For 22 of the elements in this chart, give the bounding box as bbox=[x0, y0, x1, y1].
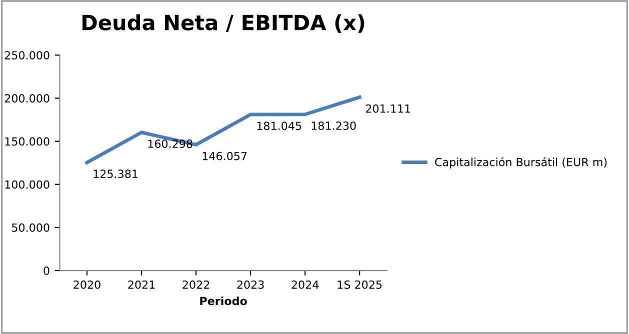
y-tick-label: 50.000 bbox=[12, 223, 50, 232]
data-label: 181.230 bbox=[312, 122, 356, 130]
data-label: 146.057 bbox=[202, 152, 247, 160]
x-axis-title: Periodo bbox=[200, 296, 247, 306]
x-tick-label: 2021 bbox=[128, 280, 155, 289]
y-tick-label: 200.000 bbox=[4, 94, 50, 103]
x-tick-label: 2023 bbox=[237, 280, 264, 289]
x-tick-label: 2022 bbox=[182, 280, 210, 289]
data-label: 125.381 bbox=[94, 170, 138, 178]
y-tick-label: 150.000 bbox=[5, 137, 50, 146]
x-tick-label: 1S 2025 bbox=[338, 280, 382, 289]
y-tick-label: 100.000 bbox=[5, 180, 50, 189]
data-label: 201.111 bbox=[366, 104, 410, 113]
x-tick-label: 2020 bbox=[74, 280, 100, 289]
data-label: 181.045 bbox=[257, 122, 302, 130]
chart-title: Deuda Neta / EBITDA (x) bbox=[82, 14, 364, 33]
y-tick-label: 250.000 bbox=[4, 51, 50, 60]
y-tick-label: 0 bbox=[44, 266, 50, 275]
line-series bbox=[85, 96, 362, 164]
data-label: 160.298 bbox=[148, 140, 192, 148]
legend-label: Capitalización Bursátil (EUR m) bbox=[435, 157, 607, 168]
x-tick-label: 2024 bbox=[292, 280, 319, 289]
